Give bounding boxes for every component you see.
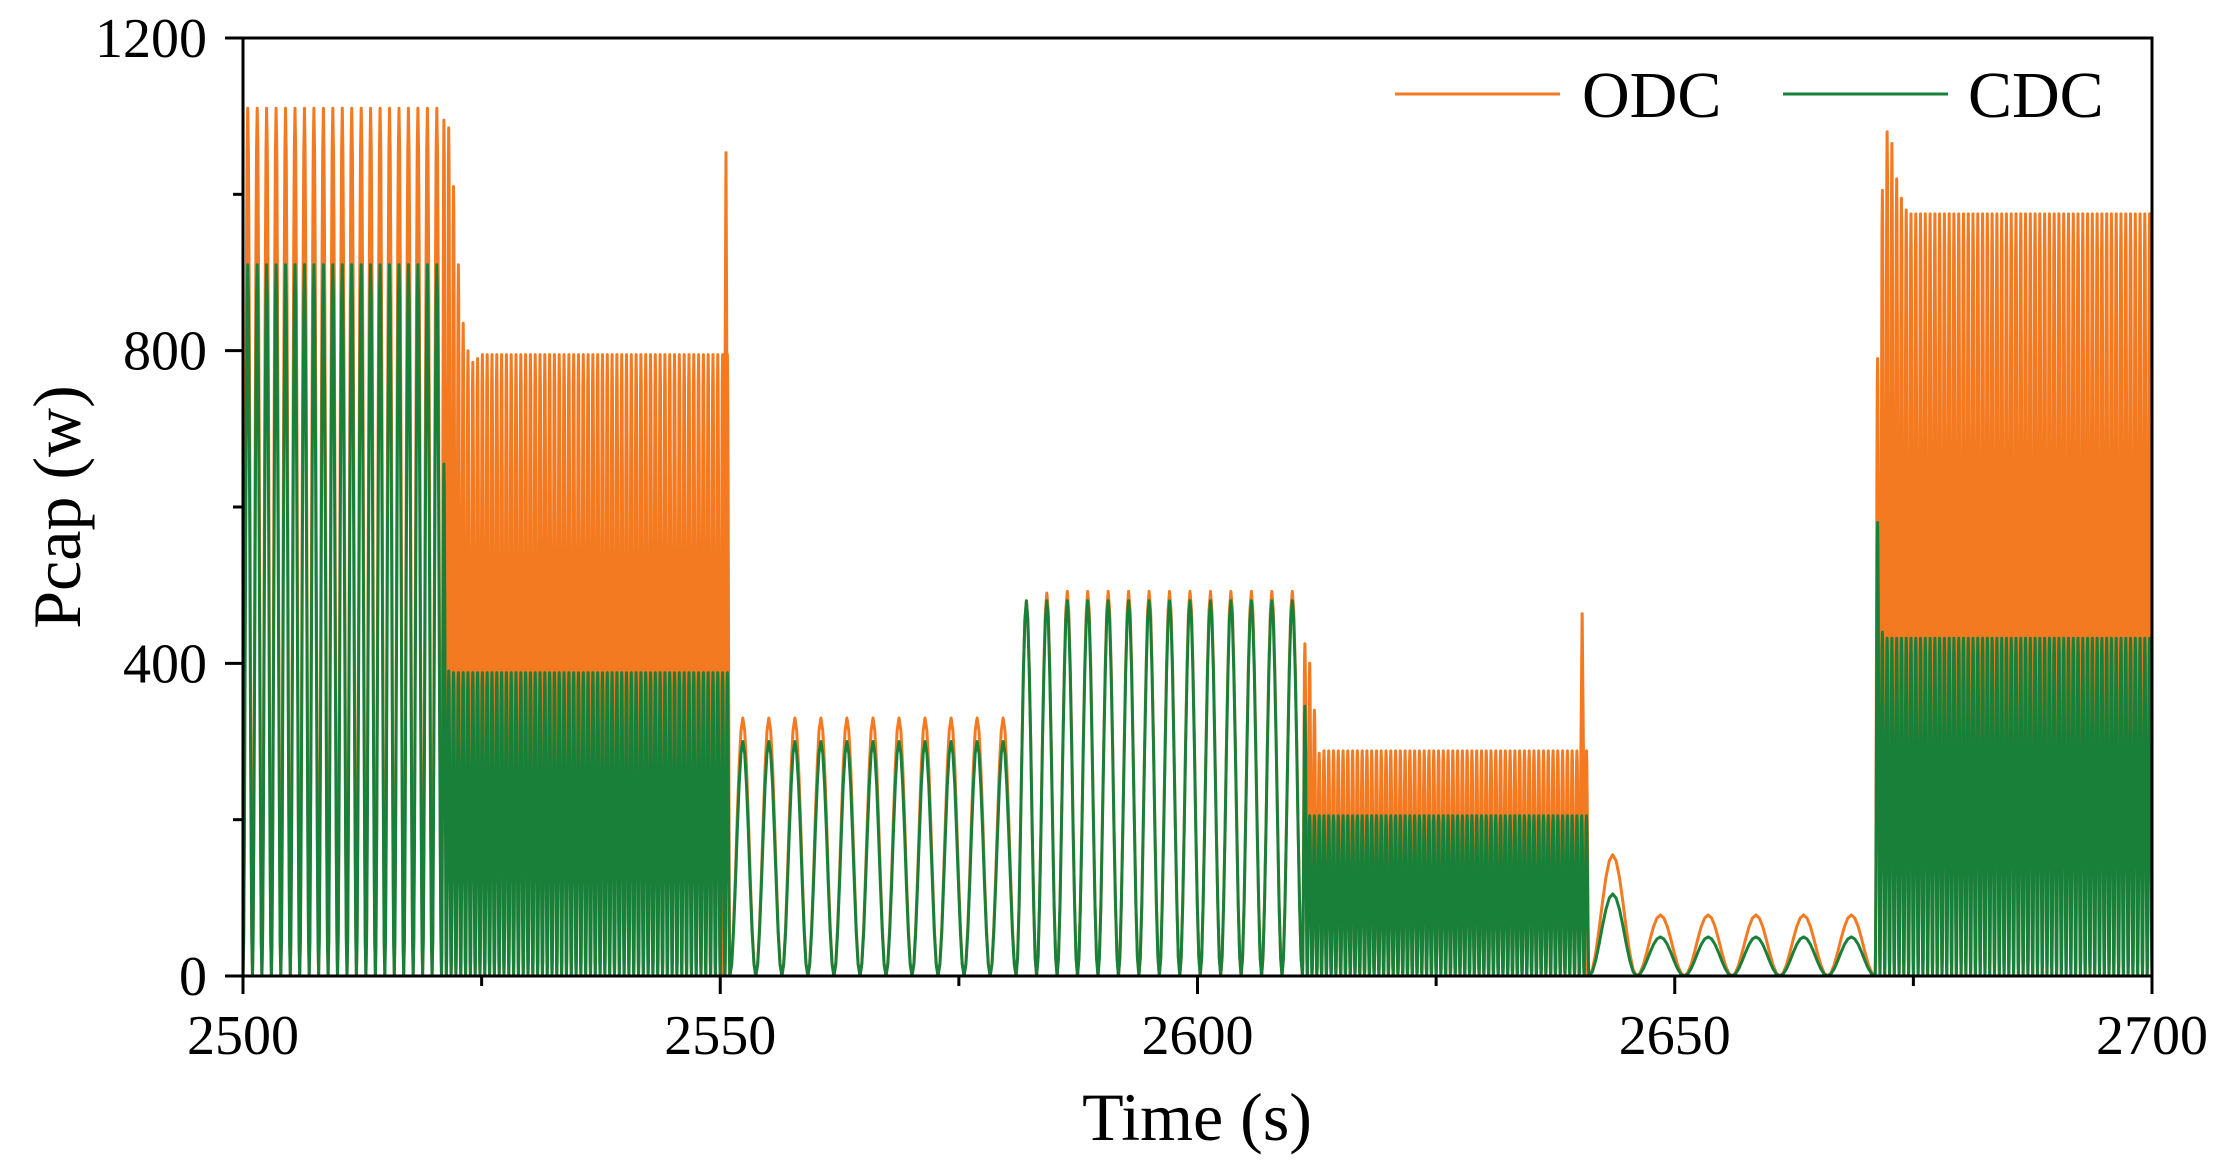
x-tick-label-2700: 2700 [2096,1005,2208,1067]
series-line-odc [243,106,2152,976]
y-tick-label-800: 800 [123,321,207,383]
y-axis-title: Pcap (w) [19,385,95,629]
x-tick-label-2550: 2550 [664,1005,776,1067]
y-tick-label-400: 400 [123,633,207,695]
y-axis: 0 400 800 1200 [95,8,243,1008]
x-axis: 2500 2550 2600 2650 2700 [187,976,2208,1067]
y-tick-label-0: 0 [179,946,207,1008]
series-layer [243,106,2152,976]
x-axis-title: Time (s) [1082,1079,1312,1155]
series-line-cdc [243,263,2152,976]
legend-label-odc: ODC [1582,59,1721,132]
y-tick-label-1200: 1200 [95,8,207,70]
legend: ODC CDC [1395,59,2104,132]
x-tick-label-2650: 2650 [1619,1005,1731,1067]
x-tick-label-2500: 2500 [187,1005,299,1067]
x-tick-label-2600: 2600 [1142,1005,1254,1067]
legend-label-cdc: CDC [1968,59,2104,132]
